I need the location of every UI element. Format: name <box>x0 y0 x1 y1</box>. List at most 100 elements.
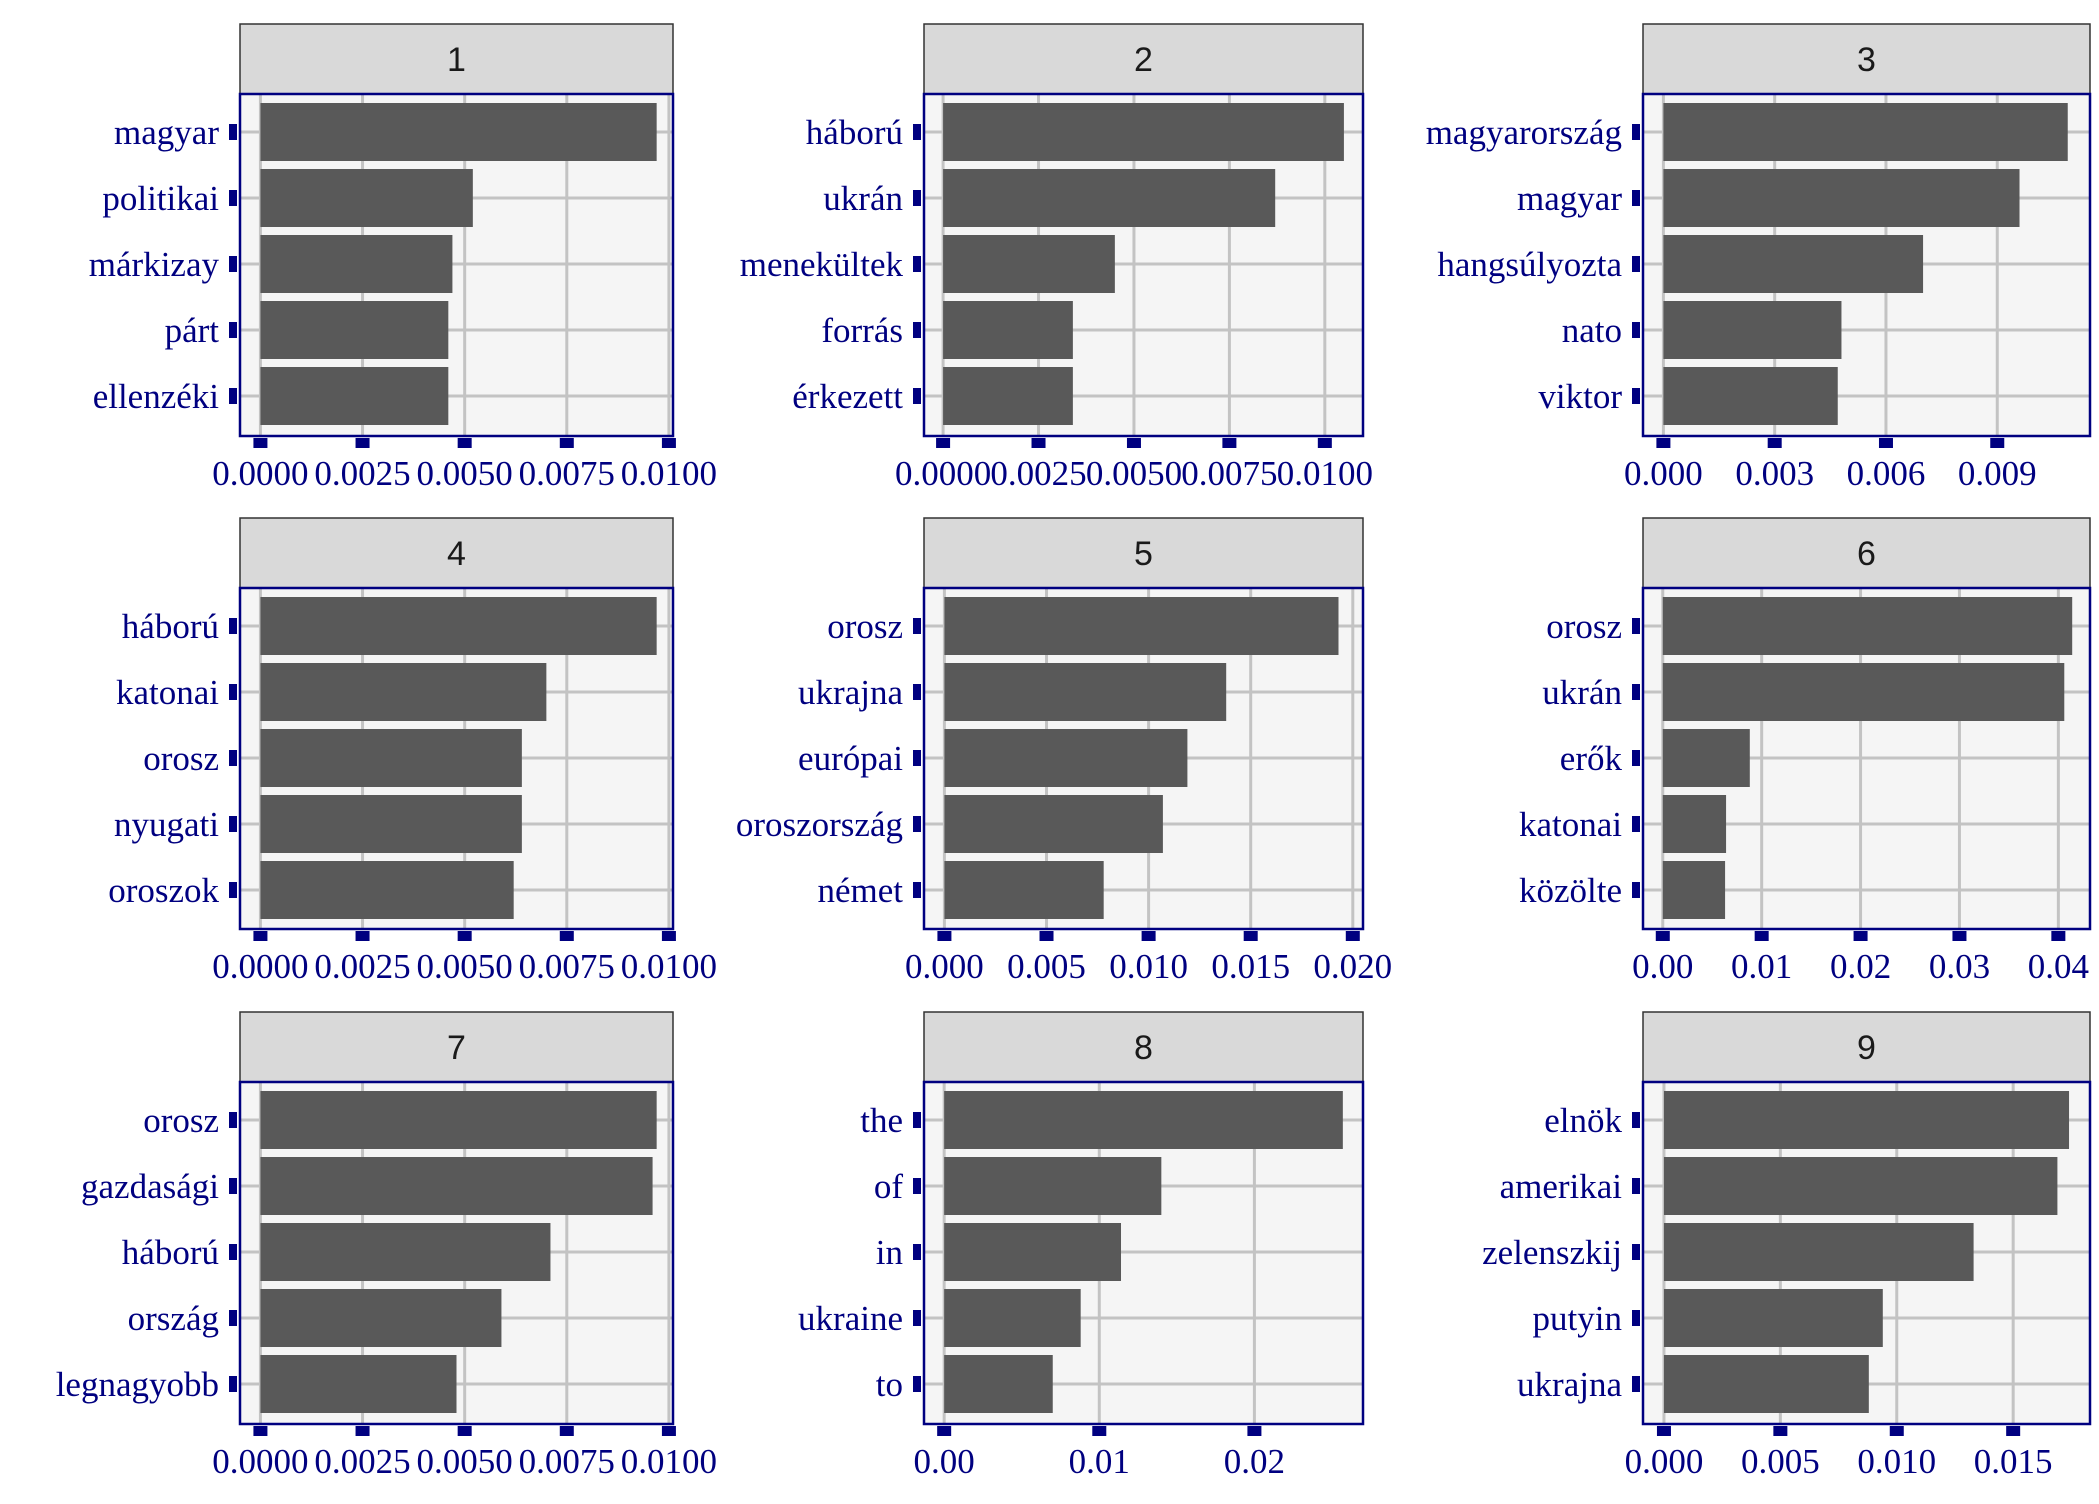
x-tick <box>559 1426 574 1436</box>
y-tick-label: márkizay <box>89 245 220 284</box>
x-tick-label: 0.0050 <box>417 1442 513 1481</box>
y-tick-label: orosz <box>143 1101 219 1140</box>
bar <box>944 729 1188 787</box>
x-tick <box>1222 438 1237 448</box>
y-tick <box>1632 684 1640 700</box>
x-tick-label: 0.005 <box>1007 947 1086 986</box>
x-tick <box>937 931 952 941</box>
x-tick <box>559 931 574 941</box>
x-tick <box>1754 931 1769 941</box>
x-tick-label: 0.0025 <box>314 1442 410 1481</box>
y-tick-label: legnagyobb <box>56 1365 219 1404</box>
y-tick-label: oroszország <box>736 805 903 844</box>
bar <box>260 729 522 787</box>
y-tick-label: magyar <box>1517 179 1622 218</box>
bar <box>1662 861 1726 919</box>
x-tick <box>1655 931 1670 941</box>
y-tick <box>913 388 921 404</box>
y-tick <box>1632 256 1640 272</box>
panel-3: 3 magyarország magyar hangsúlyozta nato vikto… <box>1426 23 2092 493</box>
bar <box>1662 597 2073 655</box>
bar <box>1663 1157 2058 1215</box>
panel-2: 2 háború ukrán menekültek forrás érkezett 0.00… <box>740 23 1373 493</box>
strip-label: 7 <box>447 1029 466 1067</box>
y-tick-label: közölte <box>1519 871 1622 910</box>
x-tick-label: 0.015 <box>1211 947 1290 986</box>
x-tick <box>661 1426 676 1436</box>
y-tick <box>1632 1112 1640 1128</box>
strip-label: 2 <box>1134 41 1153 79</box>
x-tick-label: 0.0050 <box>417 454 513 493</box>
bar <box>260 103 657 161</box>
x-tick-label: 0.0000 <box>212 947 308 986</box>
panel-border <box>1641 1080 2092 1426</box>
bar <box>1663 301 1842 359</box>
panel-border <box>1641 92 2092 438</box>
bar <box>943 169 1276 227</box>
y-tick-label: ukrán <box>1542 673 1622 712</box>
y-tick <box>913 1310 921 1326</box>
strip-background <box>1642 517 2091 589</box>
y-tick-label: ukrán <box>823 179 903 218</box>
panel-border <box>922 586 1365 931</box>
x-tick-label: 0.0075 <box>519 1442 615 1481</box>
bar <box>944 1091 1343 1149</box>
x-tick-label: 0.0075 <box>519 947 615 986</box>
bar <box>1662 663 2065 721</box>
y-tick <box>229 816 237 832</box>
y-tick-label: nato <box>1562 311 1622 350</box>
y-tick-label: európai <box>798 739 903 778</box>
y-tick <box>913 1376 921 1392</box>
strip-label: 1 <box>447 41 466 79</box>
y-tick <box>229 388 237 404</box>
bar <box>943 301 1073 359</box>
y-tick-label: of <box>874 1167 904 1206</box>
panel-border <box>922 1080 1365 1426</box>
y-tick-label: nyugati <box>114 805 219 844</box>
y-tick-label: viktor <box>1538 377 1622 416</box>
y-tick <box>229 190 237 206</box>
y-tick-label: orosz <box>827 607 903 646</box>
x-tick <box>1126 438 1141 448</box>
y-tick-label: háború <box>122 607 219 646</box>
x-tick <box>661 931 676 941</box>
strip-label: 4 <box>447 535 466 573</box>
x-tick <box>936 438 951 448</box>
y-tick-label: erők <box>1560 739 1623 778</box>
y-tick <box>913 256 921 272</box>
bar <box>943 103 1344 161</box>
x-tick <box>1889 1426 1904 1436</box>
y-tick <box>229 882 237 898</box>
x-tick-label: 0.01 <box>1069 1442 1130 1481</box>
y-tick-label: párt <box>165 311 220 350</box>
x-tick <box>457 931 472 941</box>
panel-1: 1 magyar politikai márkizay párt ellenzéki 0.0… <box>89 23 717 493</box>
x-tick-label: 0.000 <box>1624 454 1703 493</box>
x-tick-label: 0.003 <box>1735 454 1814 493</box>
y-tick-label: orosz <box>143 739 219 778</box>
y-tick-label: forrás <box>821 311 903 350</box>
y-tick <box>913 750 921 766</box>
x-tick <box>1773 1426 1788 1436</box>
y-tick-label: német <box>817 871 903 910</box>
y-tick <box>229 322 237 338</box>
y-tick <box>1632 124 1640 140</box>
x-tick-label: 0.020 <box>1313 947 1392 986</box>
y-tick <box>229 1376 237 1392</box>
strip-background <box>1642 1011 2091 1083</box>
y-tick-label: the <box>860 1101 903 1140</box>
x-tick-label: 0.0000 <box>212 1442 308 1481</box>
y-tick-label: zelenszkij <box>1482 1233 1622 1272</box>
y-tick-label: in <box>876 1233 903 1272</box>
x-tick-label: 0.00 <box>1632 947 1693 986</box>
x-tick <box>1767 438 1782 448</box>
y-tick <box>1632 750 1640 766</box>
y-tick <box>913 1244 921 1260</box>
x-tick <box>1247 1426 1262 1436</box>
x-tick <box>1243 931 1258 941</box>
y-tick <box>1632 882 1640 898</box>
strip-label: 9 <box>1857 1029 1876 1067</box>
x-tick <box>1656 1426 1671 1436</box>
panel-border <box>1641 586 2092 931</box>
